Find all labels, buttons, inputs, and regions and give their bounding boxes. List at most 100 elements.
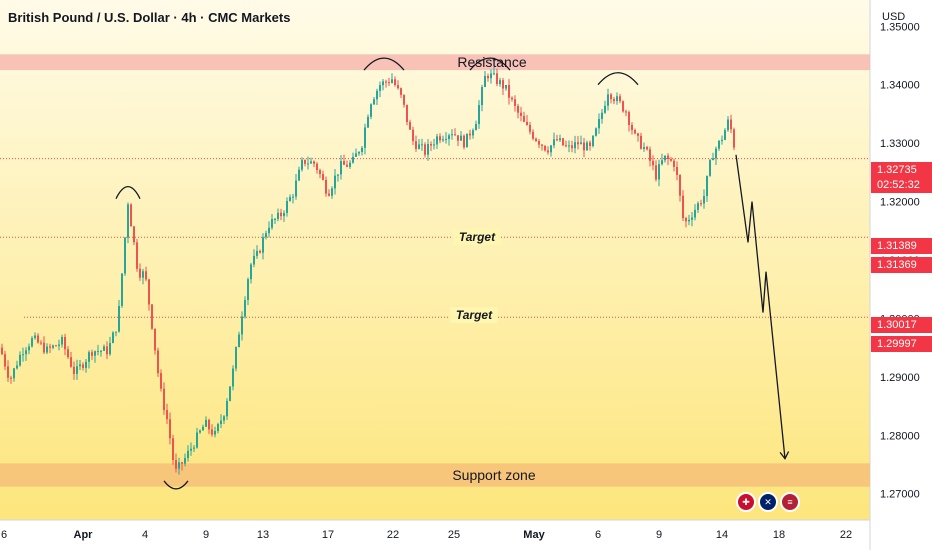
- candle-body: [715, 148, 717, 159]
- candle-body: [421, 144, 423, 146]
- candle-body: [643, 146, 645, 149]
- x-tick-label: 13: [257, 529, 269, 541]
- candle-body: [67, 349, 69, 358]
- candle-body: [376, 90, 378, 100]
- candle-body: [235, 347, 237, 369]
- candle-body: [586, 142, 588, 151]
- candle-body: [532, 131, 534, 139]
- candle-body: [640, 135, 642, 149]
- candle-body: [331, 188, 333, 196]
- candle-body: [217, 424, 219, 431]
- candle-body: [517, 105, 519, 113]
- candle-body: [544, 145, 546, 151]
- projection-line: [735, 154, 786, 459]
- us-flag-icon[interactable]: ≡: [780, 492, 800, 512]
- candle-body: [175, 459, 177, 469]
- candle-body: [556, 139, 558, 141]
- candle-body: [61, 337, 63, 345]
- candle-body: [223, 416, 225, 421]
- x-tick-label: 25: [448, 529, 460, 541]
- y-tick-label: 1.35000: [880, 21, 920, 33]
- candle-body: [124, 237, 126, 274]
- candle-body: [490, 73, 492, 79]
- candle-body: [160, 373, 162, 389]
- candle-body: [589, 142, 591, 146]
- candle-body: [724, 130, 726, 140]
- candle-body: [304, 159, 306, 164]
- candle-body: [22, 354, 24, 356]
- candle-body: [199, 430, 201, 433]
- candle-body: [286, 201, 288, 213]
- candle-body: [565, 145, 567, 147]
- candle-body: [355, 153, 357, 157]
- candle-body: [397, 85, 399, 89]
- candle-body: [727, 119, 729, 131]
- candle-body: [265, 233, 267, 238]
- candle-body: [541, 144, 543, 146]
- candle-body: [337, 174, 339, 176]
- candle-body: [112, 332, 114, 344]
- candle-body: [616, 96, 618, 102]
- candle-body: [475, 124, 477, 131]
- candle-body: [682, 195, 684, 219]
- candle-body: [325, 179, 327, 194]
- candle-body: [91, 352, 93, 356]
- candle-body: [97, 351, 99, 353]
- candle-body: [1, 347, 3, 355]
- candle-body: [448, 135, 450, 140]
- candle-body: [103, 346, 105, 351]
- candle-body: [109, 343, 111, 355]
- top-arc: [115, 186, 141, 199]
- candle-body: [190, 448, 192, 451]
- candle-body: [211, 429, 213, 435]
- x-tick-label: Apr: [74, 529, 94, 541]
- candle-body: [496, 73, 498, 85]
- candle-body: [364, 127, 366, 148]
- candle-body: [580, 142, 582, 145]
- candle-body: [406, 104, 408, 123]
- candle-body: [229, 386, 231, 401]
- candle-body: [262, 237, 264, 253]
- candle-body: [70, 357, 72, 367]
- candle-body: [466, 133, 468, 148]
- candle-body: [4, 354, 6, 367]
- candle-body: [298, 169, 300, 181]
- candle-body: [415, 141, 417, 149]
- candle-body: [445, 139, 447, 141]
- candle-body: [307, 163, 309, 165]
- candle-body: [151, 304, 153, 329]
- candle-body: [403, 94, 405, 105]
- candle-body: [634, 130, 636, 134]
- candle-body: [367, 116, 369, 128]
- candle-body: [79, 364, 81, 367]
- projection-arrowhead: [779, 451, 790, 460]
- candle-body: [514, 99, 516, 106]
- candle-body: [457, 135, 459, 141]
- candle-body: [463, 135, 465, 148]
- x-tick-label: 9: [203, 529, 209, 541]
- candle-body: [721, 139, 723, 141]
- candle-body: [574, 142, 576, 149]
- candle-body: [559, 138, 561, 141]
- resistance-label: Resistance: [457, 54, 526, 70]
- candle-body: [472, 130, 474, 136]
- candle-body: [172, 438, 174, 460]
- candle-body: [178, 462, 180, 469]
- candle-body: [538, 140, 540, 145]
- candle-body: [214, 430, 216, 435]
- candle-body: [637, 133, 639, 136]
- event-flags[interactable]: ✚ ✕ ≡: [736, 492, 800, 512]
- uk-flag-icon[interactable]: ✚: [736, 492, 756, 512]
- candle-body: [664, 155, 666, 161]
- candle-body: [646, 146, 648, 150]
- uk-flag-icon[interactable]: ✕: [758, 492, 778, 512]
- candle-body: [571, 145, 573, 149]
- candle-body: [613, 99, 615, 102]
- x-tick-label: May: [523, 529, 545, 541]
- currency-label[interactable]: USD: [882, 11, 906, 23]
- candle-body: [181, 462, 183, 464]
- candle-body: [562, 138, 564, 146]
- candle-body: [508, 84, 510, 98]
- candle-body: [184, 458, 186, 464]
